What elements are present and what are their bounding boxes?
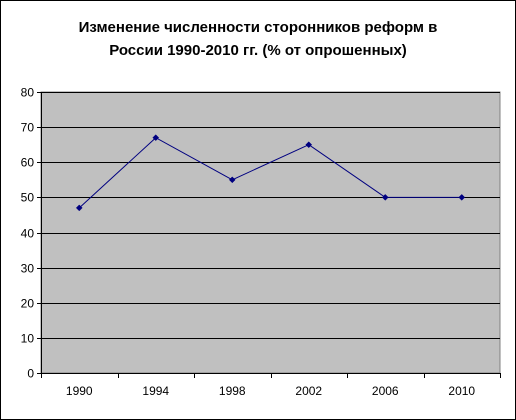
y-tick-label-30: 30 [21, 262, 35, 276]
x-tick-label-1998: 1998 [219, 384, 246, 398]
data-point-1998 [228, 176, 236, 184]
chart-title: Изменение численности сторонников реформ… [0, 16, 516, 62]
plot-area [40, 91, 501, 374]
y-tick-label-20: 20 [21, 297, 35, 311]
axes [37, 92, 501, 378]
y-tick-label-10: 10 [21, 332, 35, 346]
y-tick-label-80: 80 [21, 86, 35, 100]
series [75, 134, 466, 212]
x-tick-label-2002: 2002 [295, 384, 322, 398]
x-tick-labels: 1990 1994 1998 2002 2006 2010 [66, 384, 476, 398]
chart-title-line-1: Изменение численности сторонников реформ… [78, 19, 438, 36]
y-tick-label-60: 60 [21, 156, 35, 170]
data-point-2006 [381, 194, 389, 201]
y-tick-label-40: 40 [21, 227, 35, 241]
x-tick-label-2006: 2006 [372, 384, 399, 398]
chart-title-line-2: России 1990-2010 гг. (% от опрошенных) [109, 42, 407, 59]
y-tick-labels: 0 10 20 30 40 50 60 70 80 [21, 86, 35, 381]
data-point-2002 [305, 141, 313, 149]
x-tick-label-2010: 2010 [448, 384, 475, 398]
y-tick-label-0: 0 [27, 367, 34, 381]
y-tick-label-50: 50 [21, 191, 35, 205]
x-tick-label-1990: 1990 [66, 384, 93, 398]
y-tick-label-70: 70 [21, 121, 35, 135]
data-point-1994 [152, 134, 160, 142]
data-point-2010 [458, 194, 466, 201]
x-tick-label-1994: 1994 [142, 384, 169, 398]
series-line-0 [78, 137, 462, 209]
data-point-1990 [75, 204, 83, 212]
